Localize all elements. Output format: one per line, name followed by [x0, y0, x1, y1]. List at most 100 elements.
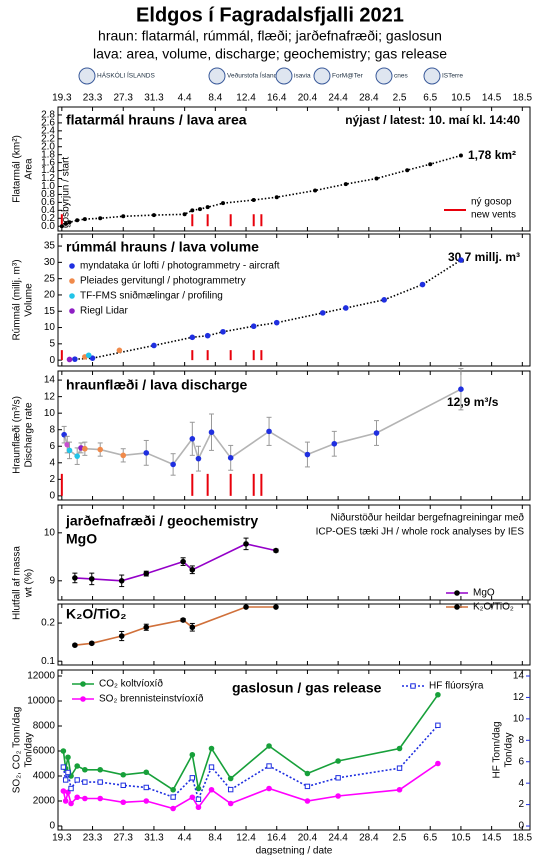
- x-tick-label: 20.4: [298, 93, 318, 104]
- point: [304, 798, 311, 804]
- point: [143, 798, 150, 804]
- panel-title: rúmmál hrauns / lava volume: [66, 239, 259, 255]
- point: [118, 578, 125, 584]
- point: [189, 624, 196, 631]
- point: [266, 743, 272, 749]
- x-tick-label: 16.4: [267, 93, 287, 104]
- logo-icon: [275, 67, 293, 85]
- point: [189, 751, 196, 758]
- legend-marker: [454, 604, 460, 610]
- point: [266, 763, 272, 769]
- subtitle: hraun: flatarmál, rúmmál, flæði; jarðefn…: [98, 28, 442, 44]
- point: [435, 722, 441, 728]
- y-tick-label: 25: [44, 273, 56, 284]
- x-tick-label: 31.3: [144, 93, 164, 104]
- x-tick-label: 31.3: [144, 833, 164, 844]
- x-tick-label: 8.4: [208, 833, 222, 844]
- y2-tick-label: 6: [518, 756, 524, 767]
- point: [74, 453, 80, 459]
- y-tick-label: 9: [49, 575, 55, 586]
- legend-label: CO₂ koltvíoxíð: [99, 678, 163, 690]
- logo-icon: [423, 67, 441, 85]
- point: [72, 356, 78, 362]
- point: [208, 764, 215, 770]
- point: [170, 461, 176, 468]
- point: [143, 784, 149, 791]
- panel-title: gaslosun / gas release: [232, 680, 382, 696]
- x-tick-label: 24.4: [328, 833, 348, 844]
- y-axis-label: Hraunflæði (m³/s): [11, 396, 23, 474]
- y-tick-label: 2.2: [41, 133, 55, 144]
- point: [273, 547, 279, 554]
- point: [396, 765, 403, 771]
- plot-frame: [57, 504, 531, 601]
- y-tick-label: 10: [44, 322, 56, 333]
- y-axis-label: Rúmmál (millj. m³): [12, 259, 23, 340]
- point: [396, 745, 403, 752]
- point: [220, 328, 226, 335]
- point: [82, 217, 87, 222]
- logo-text: HÁSKÓLI ÍSLANDS: [97, 71, 155, 80]
- point: [182, 212, 187, 217]
- point: [243, 604, 249, 610]
- x-tick-label: 28.4: [359, 93, 379, 104]
- y-tick-label: 10: [44, 527, 56, 538]
- point: [170, 805, 176, 812]
- point: [419, 281, 426, 288]
- point: [72, 642, 78, 648]
- point: [251, 198, 256, 202]
- point: [64, 441, 71, 448]
- legend-marker: [69, 293, 75, 299]
- y-tick-label: 1.2: [41, 173, 55, 184]
- panel-title: hraunflæði / lava discharge: [66, 377, 247, 393]
- point: [170, 794, 176, 800]
- point: [335, 758, 341, 764]
- logo-icon: [78, 67, 96, 85]
- point: [195, 785, 202, 792]
- y-tick-label: 4: [49, 457, 55, 468]
- logo-text: ISTerre: [442, 73, 463, 80]
- point: [63, 221, 68, 226]
- logo-icon: [313, 67, 331, 85]
- y-tick-label: 10000: [27, 696, 55, 707]
- y-tick-label: 6: [49, 441, 55, 452]
- point: [68, 800, 74, 807]
- legend-label: Pleiades gervitungl / photogrammetry: [80, 276, 246, 287]
- point: [88, 640, 95, 647]
- point: [208, 786, 215, 793]
- point: [227, 455, 234, 461]
- x-tick-label: 12.4: [236, 833, 256, 844]
- note: Niðurstöður heildar bergefnagreiningar m…: [331, 512, 525, 524]
- point: [67, 220, 72, 225]
- point: [97, 446, 104, 453]
- point: [82, 766, 88, 773]
- series-line: [74, 606, 276, 646]
- point: [60, 788, 67, 794]
- legend-label: MgO: [473, 588, 495, 599]
- point: [343, 305, 349, 311]
- point: [170, 786, 176, 793]
- logo-icon: [375, 67, 393, 85]
- point: [435, 691, 441, 698]
- y-tick-label: 1.6: [41, 157, 55, 168]
- subtitle: lava: area, volume, discharge; geochemis…: [93, 46, 447, 62]
- point: [189, 566, 196, 573]
- y2-tick-label: 2: [518, 799, 524, 810]
- y-tick-label: 2.4: [41, 125, 55, 136]
- x-tick-label: 16.4: [267, 833, 287, 844]
- y-tick-label: 6000: [33, 746, 56, 757]
- x-tick-label: 10.5: [451, 93, 471, 104]
- x-tick-label: 4.4: [178, 833, 192, 844]
- y-tick-label: 8000: [33, 721, 56, 732]
- point: [59, 224, 64, 229]
- point: [221, 201, 226, 206]
- legend-marker: [69, 263, 75, 269]
- y-tick-label: 4000: [33, 771, 56, 782]
- y-tick-label: 1.0: [41, 181, 55, 192]
- point: [120, 799, 127, 806]
- legend-label: TF-FMS sniðmælingar / profiling: [80, 290, 223, 302]
- y-tick-label: 5: [49, 338, 55, 349]
- series-line: [74, 543, 277, 582]
- point: [405, 168, 410, 173]
